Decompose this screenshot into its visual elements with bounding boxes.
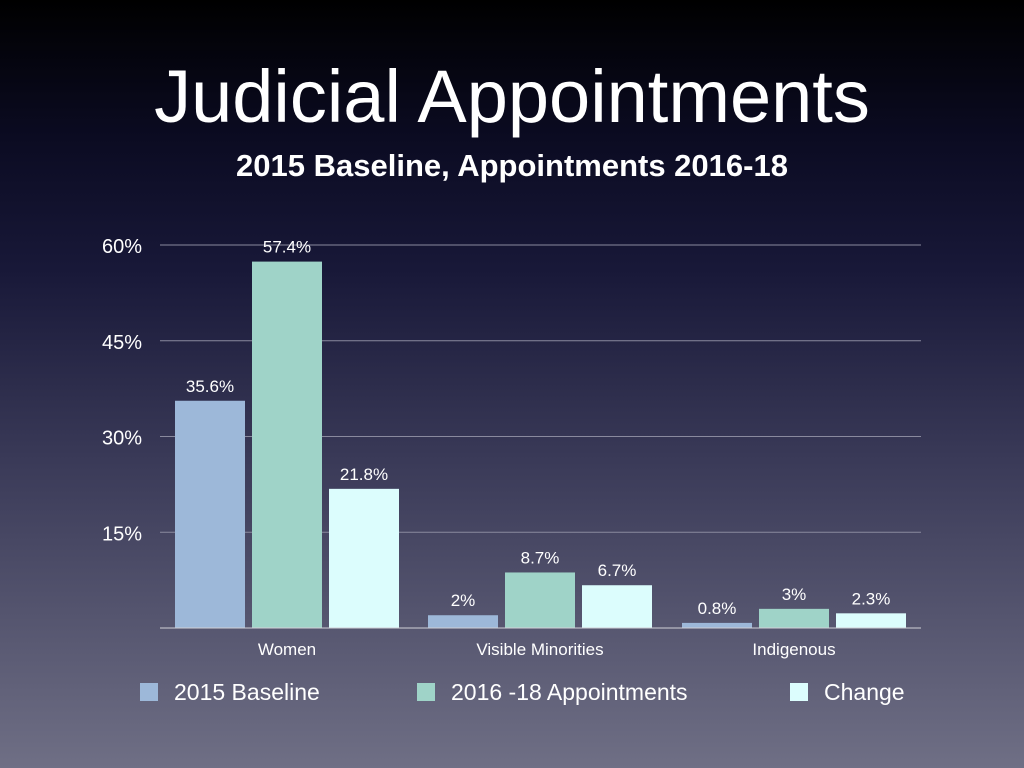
bar: [759, 608, 829, 628]
legend-swatch: [140, 683, 158, 701]
bar: [428, 615, 498, 628]
x-category-label: Women: [258, 640, 316, 659]
legend-label: Change: [824, 678, 905, 705]
slide-title: Judicial Appointments: [154, 55, 870, 138]
data-label: 2.3%: [852, 589, 891, 608]
y-axis-tick-labels: 15% 30% 45% 60%: [102, 236, 142, 545]
y-tick-label: 60%: [102, 236, 142, 258]
y-tick-label: 30%: [102, 428, 142, 450]
data-label: 21.8%: [340, 465, 388, 484]
legend-label: 2016 -18 Appointments: [451, 678, 688, 705]
data-label: 6.7%: [598, 561, 637, 580]
data-label: 2%: [451, 591, 476, 610]
y-tick-label: 45%: [102, 332, 142, 354]
bar: [682, 622, 752, 628]
data-label: 3%: [782, 585, 807, 604]
legend-swatch: [417, 683, 435, 701]
bars: [175, 261, 906, 628]
slide-subtitle: 2015 Baseline, Appointments 2016-18: [236, 148, 788, 183]
bar: [175, 400, 245, 628]
legend-swatch: [790, 683, 808, 701]
legend-label: 2015 Baseline: [174, 678, 320, 705]
x-axis-category-labels: Women Visible Minorities Indigenous: [258, 640, 836, 659]
bar: [582, 585, 652, 628]
bar: [836, 613, 906, 628]
bar: [505, 572, 575, 628]
bar: [329, 488, 399, 628]
data-labels: 35.6% 57.4% 21.8% 2% 8.7% 6.7% 0.8% 3% 2.3%: [186, 238, 890, 618]
data-label: 57.4%: [263, 238, 311, 257]
y-tick-label: 15%: [102, 523, 142, 545]
legend: 2015 Baseline 2016 -18 Appointments Change: [140, 676, 920, 708]
legend-item: 2016 -18 Appointments: [417, 676, 688, 708]
data-label: 0.8%: [698, 599, 737, 618]
legend-item: 2015 Baseline: [140, 676, 320, 708]
x-category-label: Visible Minorities: [476, 640, 603, 659]
legend-item: Change: [790, 676, 905, 708]
data-label: 8.7%: [521, 548, 560, 567]
bar: [252, 261, 322, 628]
x-category-label: Indigenous: [752, 640, 835, 659]
data-label: 35.6%: [186, 377, 234, 396]
